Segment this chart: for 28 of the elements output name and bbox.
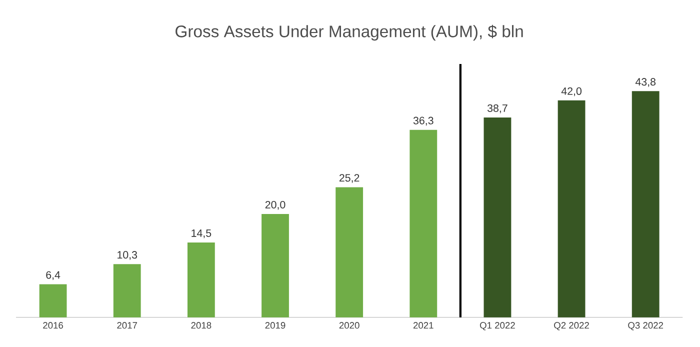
data-label: 10,3 (118, 251, 138, 260)
x-tick-label: 2021 (413, 322, 434, 329)
x-tick-label: Q1 2022 (480, 322, 515, 330)
bar (632, 91, 660, 318)
x-tick-label: Q3 2022 (628, 322, 664, 330)
bar (558, 100, 586, 318)
data-label: 20,0 (265, 201, 286, 210)
bar (39, 284, 67, 318)
data-label: 25,2 (339, 174, 360, 184)
bar (336, 187, 364, 318)
data-label: 43,8 (635, 78, 656, 88)
data-label: 14,5 (192, 230, 212, 238)
x-tick-label: 2016 (43, 322, 63, 329)
bar (484, 118, 512, 318)
bar (113, 264, 141, 318)
x-tick-label: 2017 (117, 322, 138, 329)
bar (187, 242, 215, 318)
x-tick-label: 2019 (265, 322, 286, 329)
bar (410, 130, 438, 318)
data-label: 6,4 (46, 271, 60, 280)
x-tick-label: Q2 2022 (554, 322, 589, 330)
x-tick-label: 2018 (191, 322, 212, 329)
data-label: 42,0 (561, 88, 582, 96)
x-tick-label: 2020 (339, 322, 360, 329)
chart-title: Gross Assets Under Management (AUM), $ bln (176, 24, 523, 41)
data-label: 38,7 (487, 104, 508, 114)
data-label: 36,3 (413, 116, 434, 126)
bar (262, 214, 289, 318)
